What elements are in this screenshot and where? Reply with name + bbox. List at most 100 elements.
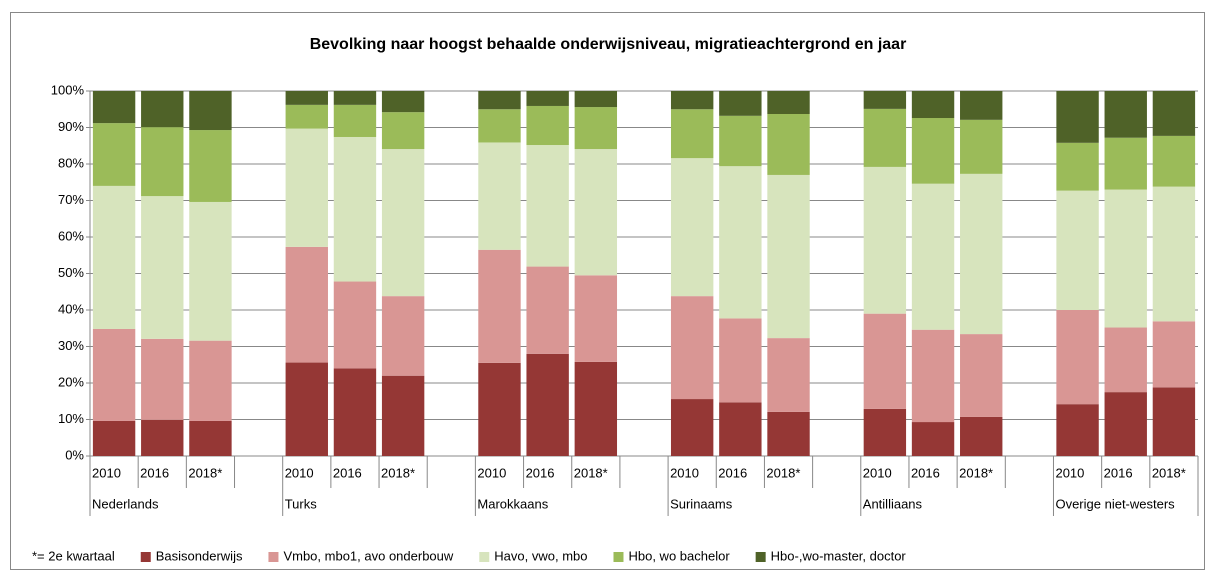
y-tick-label: 90% — [58, 119, 84, 134]
bar-segment — [863, 313, 907, 409]
bar-segment — [670, 91, 714, 110]
bar-segment — [189, 420, 232, 456]
group-label: Nederlands — [92, 496, 159, 511]
x-tick-label: 2016 — [140, 465, 169, 480]
bar-segment — [285, 246, 328, 363]
bar-segment — [1056, 190, 1099, 310]
bar-segment — [670, 158, 714, 297]
y-tick-label: 30% — [58, 338, 84, 353]
x-tick-label: 2018* — [188, 465, 222, 480]
legend-label: Hbo, wo bachelor — [628, 548, 730, 563]
bar-segment — [478, 142, 521, 250]
x-tick-label: 2010 — [670, 465, 699, 480]
legend-label: Vmbo, mbo1, avo onderbouw — [283, 548, 453, 563]
bar-segment — [719, 402, 762, 456]
bar-segment — [381, 112, 425, 150]
legend-label: Hbo-,wo-master, doctor — [771, 548, 907, 563]
bar-segment — [526, 91, 569, 106]
bar-segment — [285, 104, 328, 129]
bar-segment — [1152, 321, 1196, 388]
bar-segment — [960, 119, 1003, 174]
bar-segment — [574, 361, 618, 456]
bar-segment — [189, 130, 232, 202]
bar-segment — [333, 136, 377, 282]
bar-segment — [767, 338, 810, 412]
bar-segment — [478, 109, 521, 143]
chart-title: Bevolking naar hoogst behaalde onderwijs… — [310, 36, 907, 53]
x-tick-label: 2016 — [1104, 465, 1133, 480]
bar-segment — [719, 166, 762, 319]
group-label: Overige niet-westers — [1055, 496, 1175, 511]
bar-segment — [863, 166, 907, 314]
bar-segment — [1152, 186, 1196, 322]
bar-segment — [141, 91, 184, 128]
bar-segment — [670, 109, 714, 159]
bar-segment — [92, 328, 136, 421]
bar-segment — [92, 185, 136, 329]
group-label: Antilliaans — [863, 496, 923, 511]
bar-segment — [574, 107, 618, 150]
bar-segment — [1152, 387, 1196, 456]
group-label: Marokkaans — [477, 496, 548, 511]
x-tick-label: 2016 — [333, 465, 362, 480]
bar-segment — [526, 105, 569, 146]
legend-swatch — [479, 552, 490, 562]
bar-segment — [478, 91, 521, 110]
bar-segment — [960, 416, 1003, 456]
bar-segment — [92, 123, 136, 186]
bar-segment — [863, 91, 907, 109]
bar-segment — [92, 420, 136, 456]
bar-segment — [141, 196, 184, 339]
bar-segment — [381, 375, 425, 456]
bar-segment — [960, 91, 1003, 120]
legend-swatch — [268, 552, 279, 562]
bar-segment — [719, 91, 762, 116]
bar-segment — [670, 296, 714, 400]
bar-segment — [767, 91, 810, 114]
legend-label: Havo, vwo, mbo — [494, 548, 587, 563]
y-tick-label: 80% — [58, 155, 84, 170]
x-tick-label: 2010 — [285, 465, 314, 480]
y-tick-label: 40% — [58, 301, 84, 316]
bar-segment — [574, 149, 618, 276]
legend-swatch — [613, 552, 624, 562]
bar-segment — [960, 173, 1003, 335]
bar-segment — [526, 145, 569, 267]
x-tick-label: 2018* — [574, 465, 608, 480]
bar-segment — [574, 91, 618, 108]
y-tick-label: 10% — [58, 411, 84, 426]
x-tick-label: 2018* — [959, 465, 993, 480]
bar-segment — [1056, 142, 1099, 191]
y-tick-label: 60% — [58, 228, 84, 243]
x-tick-label: 2018* — [1152, 465, 1186, 480]
bar-segment — [189, 201, 232, 341]
bar-segment — [719, 115, 762, 167]
y-tick-label: 70% — [58, 192, 84, 207]
bar-segment — [333, 91, 377, 105]
x-tick-label: 2010 — [863, 465, 892, 480]
bar-segment — [333, 104, 377, 137]
bar-segment — [1104, 392, 1147, 456]
legend-swatch — [755, 552, 766, 562]
bar-segment — [911, 91, 955, 119]
group-label: Turks — [285, 496, 318, 511]
bar-segment — [333, 281, 377, 369]
bar-segment — [960, 334, 1003, 417]
x-tick-label: 2016 — [911, 465, 940, 480]
bar-segment — [478, 249, 521, 363]
legend-label: Basisonderwijs — [156, 548, 243, 563]
y-tick-label: 20% — [58, 374, 84, 389]
bar-segment — [911, 183, 955, 330]
bar-segment — [767, 174, 810, 339]
bar-segment — [526, 266, 569, 354]
bar-segment — [719, 318, 762, 403]
bar-segment — [1104, 327, 1147, 393]
bar-segment — [767, 113, 810, 175]
y-tick-label: 100% — [51, 82, 85, 97]
bar-segment — [1104, 189, 1147, 328]
bar-segment — [863, 108, 907, 167]
bar-segment — [478, 362, 521, 456]
x-tick-label: 2016 — [718, 465, 747, 480]
bar-segment — [574, 275, 618, 362]
